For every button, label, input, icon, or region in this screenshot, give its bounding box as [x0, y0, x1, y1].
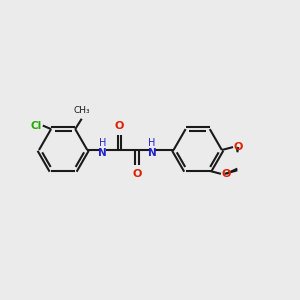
Text: O: O — [234, 142, 243, 152]
Text: Cl: Cl — [30, 121, 41, 130]
Text: H: H — [148, 138, 156, 148]
Text: O: O — [132, 169, 141, 179]
Text: O: O — [221, 169, 231, 179]
Text: O: O — [115, 121, 124, 130]
Text: N: N — [98, 148, 107, 158]
Text: N: N — [148, 148, 156, 158]
Text: CH₃: CH₃ — [74, 106, 91, 115]
Text: H: H — [99, 138, 106, 148]
